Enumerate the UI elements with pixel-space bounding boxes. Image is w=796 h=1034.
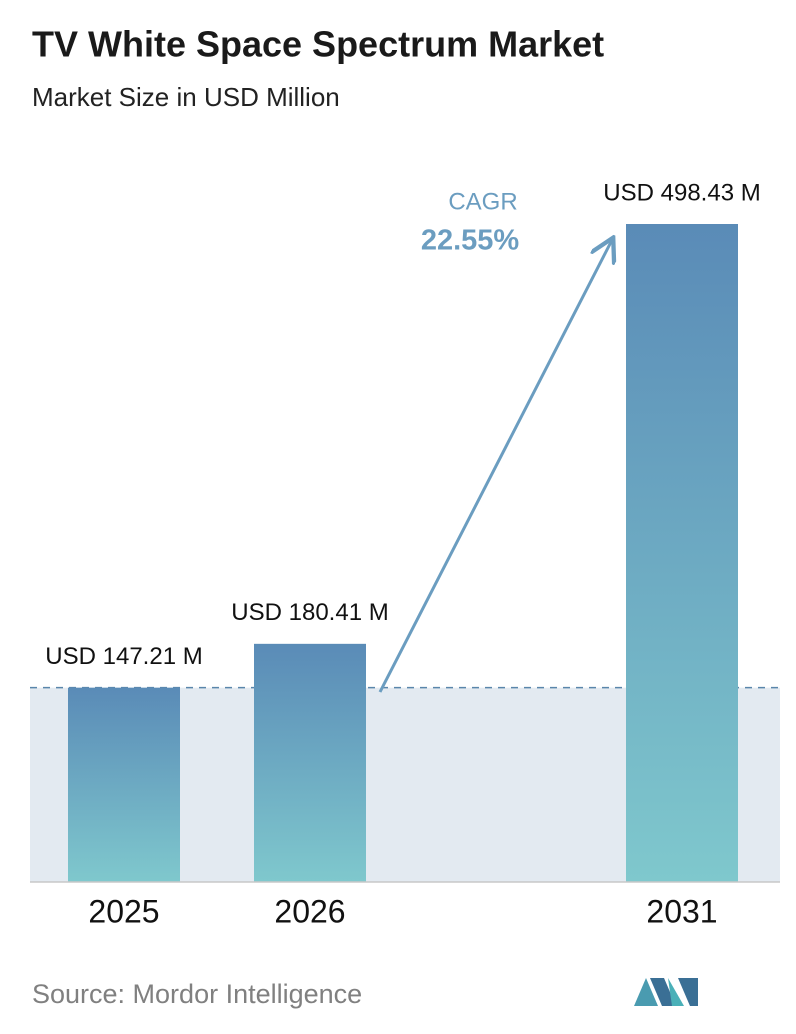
cagr-label: CAGR	[448, 188, 517, 215]
x-tick-label: 2031	[646, 893, 717, 929]
source: Source: Mordor Intelligence	[32, 979, 362, 1009]
x-tick-label: 2026	[274, 893, 345, 929]
value-label: USD 180.41 M	[231, 599, 388, 626]
value-label: USD 147.21 M	[45, 643, 202, 670]
bar	[68, 687, 180, 882]
cagr-arrow	[378, 240, 612, 693]
x-tick-label: 2025	[88, 893, 159, 929]
chart-title: TV White Space Spectrum Market	[32, 24, 604, 65]
value-label: USD 498.43 M	[603, 179, 760, 206]
chart-subtitle: Market Size in USD Million	[32, 82, 340, 112]
bar	[626, 224, 738, 882]
cagr-value: 22.55%	[421, 225, 520, 257]
logo	[634, 978, 698, 1006]
bar	[254, 643, 366, 882]
